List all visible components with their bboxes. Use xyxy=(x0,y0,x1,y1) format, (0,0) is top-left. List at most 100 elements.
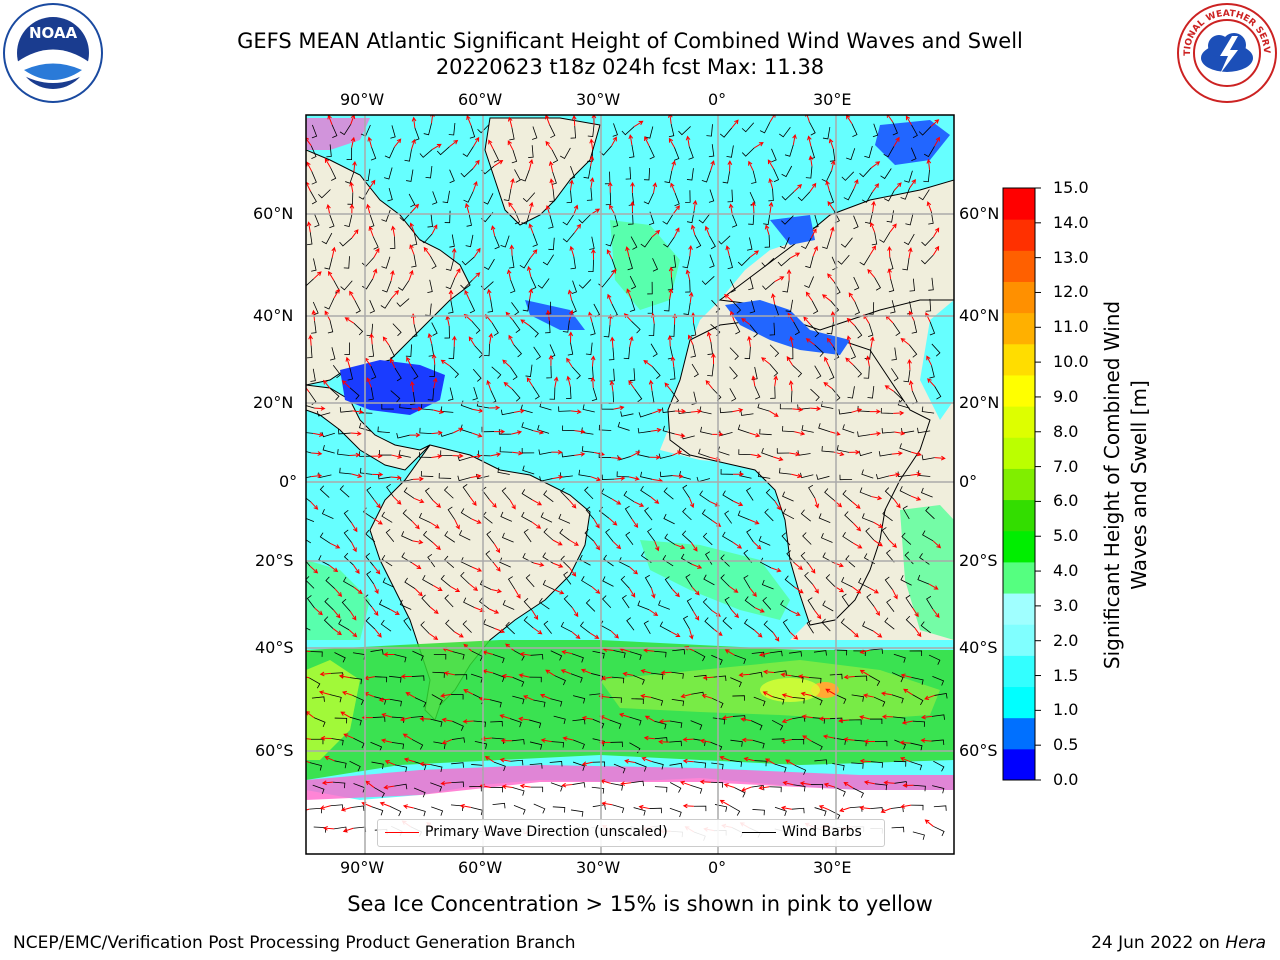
wind-barb xyxy=(425,165,433,179)
wind-barb xyxy=(522,465,535,475)
wind-barb xyxy=(370,365,377,380)
wind-barb xyxy=(489,699,502,708)
wind-barb xyxy=(769,650,783,657)
wind-barb xyxy=(758,535,771,546)
wave-direction-arrow xyxy=(381,712,392,718)
wind-barb xyxy=(818,513,831,524)
wave-direction-arrow xyxy=(799,781,811,786)
wave-direction-arrow xyxy=(373,518,383,525)
wave-direction-arrow xyxy=(333,288,340,299)
wave-direction-arrow xyxy=(907,358,912,370)
wind-barb xyxy=(509,718,522,728)
wave-direction-arrow xyxy=(781,693,793,698)
wind-barb xyxy=(868,675,881,686)
wave-direction-arrow xyxy=(470,453,482,459)
wind-barb xyxy=(737,424,750,434)
wave-direction-arrow xyxy=(428,633,439,640)
wave-direction-arrow xyxy=(727,160,733,172)
wave-direction-arrow xyxy=(658,739,670,745)
wind-barb xyxy=(591,387,598,402)
wave-direction-arrow xyxy=(768,201,774,213)
wave-direction-arrow xyxy=(513,408,525,414)
wind-barb xyxy=(931,714,945,720)
wind-barb xyxy=(311,124,318,139)
wind-barb xyxy=(902,505,910,520)
wind-barb xyxy=(492,653,505,664)
wave-direction-arrow xyxy=(893,499,901,509)
wind-barb xyxy=(327,320,334,334)
wave-direction-arrow xyxy=(326,203,331,215)
wind-barb xyxy=(462,620,472,633)
wind-barb xyxy=(720,574,730,587)
wind-barb xyxy=(682,484,690,499)
wind-barb xyxy=(358,422,372,432)
wave-direction-arrow xyxy=(893,182,902,191)
wind-barb xyxy=(690,720,703,730)
wind-barb xyxy=(894,739,906,750)
wind-barb xyxy=(610,783,624,791)
wind-barb xyxy=(475,473,490,480)
wind-barb xyxy=(387,187,393,202)
wave-direction-arrow xyxy=(440,780,452,786)
wind-barb xyxy=(311,696,325,702)
wave-direction-arrow xyxy=(926,201,932,212)
wave-direction-arrow xyxy=(600,675,612,681)
wind-barb xyxy=(529,676,542,683)
wave-direction-arrow xyxy=(888,539,897,548)
wave-direction-arrow xyxy=(552,475,564,480)
wind-barb xyxy=(365,553,374,567)
wave-direction-arrow xyxy=(349,290,356,301)
wind-barb xyxy=(921,236,934,247)
wave-direction-arrow xyxy=(827,200,835,211)
wind-barb xyxy=(933,760,945,772)
wind-barb xyxy=(662,213,674,225)
wave-direction-arrow xyxy=(368,225,374,237)
wave-direction-arrow xyxy=(754,142,764,149)
wave-direction-arrow xyxy=(478,696,490,702)
wind-barb xyxy=(588,259,594,273)
wind-barb xyxy=(921,254,934,265)
wave-direction-arrow xyxy=(790,252,801,259)
wind-barb xyxy=(430,782,443,792)
wave-direction-arrow xyxy=(612,541,622,550)
wind-barb xyxy=(306,595,315,609)
wind-barb xyxy=(326,144,332,158)
wind-barb xyxy=(374,676,388,683)
wind-barb xyxy=(322,444,335,454)
wave-direction-arrow xyxy=(409,432,421,438)
wave-direction-arrow xyxy=(640,669,652,674)
wind-barb xyxy=(583,166,591,179)
wave-direction-arrow xyxy=(809,182,817,193)
wave-direction-arrow xyxy=(798,674,810,679)
wave-direction-arrow xyxy=(690,409,702,414)
wind-barb xyxy=(521,511,533,523)
wind-barb xyxy=(546,365,552,379)
wind-barb xyxy=(598,277,611,288)
wind-barb xyxy=(746,528,754,543)
wind-barb xyxy=(313,717,326,728)
wind-barb xyxy=(829,673,843,680)
wind-barb xyxy=(710,781,724,788)
wind-barb xyxy=(306,476,312,479)
wind-barb xyxy=(343,509,352,524)
wave-direction-arrow xyxy=(825,688,836,695)
colorbar-tick-label: 8.0 xyxy=(1053,421,1079,441)
wave-direction-arrow xyxy=(862,693,874,699)
wave-direction-arrow xyxy=(540,738,552,743)
wave-direction-arrow xyxy=(889,472,901,478)
wind-barb xyxy=(849,719,862,725)
wind-barb xyxy=(452,651,465,660)
wave-direction-arrow xyxy=(548,160,554,172)
wind-barb xyxy=(724,596,732,611)
wind-barb xyxy=(331,738,344,746)
wave-direction-arrow xyxy=(782,780,794,786)
wind-barb xyxy=(457,475,471,482)
wind-barb xyxy=(401,531,413,542)
wind-barb xyxy=(624,505,633,520)
wave-direction-arrow xyxy=(749,519,760,525)
wind-barb xyxy=(801,425,814,433)
wave-direction-arrow xyxy=(660,670,672,676)
wind-barb xyxy=(650,696,664,706)
wave-direction-arrow xyxy=(810,228,817,239)
wave-direction-arrow xyxy=(628,588,636,598)
